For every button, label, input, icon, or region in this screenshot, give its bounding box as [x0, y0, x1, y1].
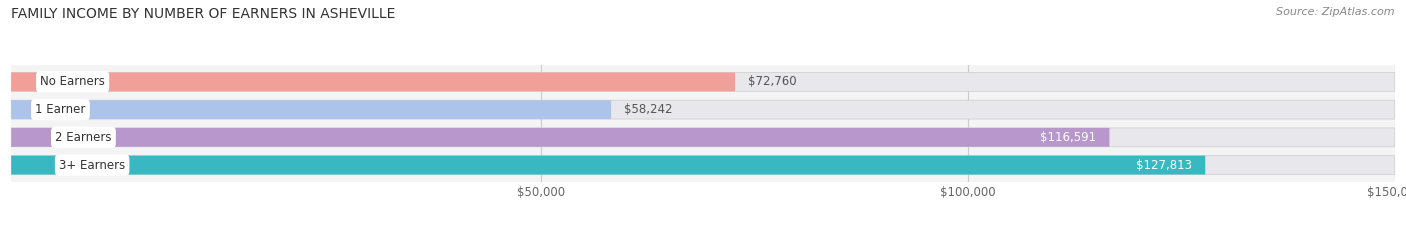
Text: $72,760: $72,760 [748, 75, 797, 88]
Text: No Earners: No Earners [41, 75, 105, 88]
FancyBboxPatch shape [11, 100, 1395, 119]
FancyBboxPatch shape [11, 72, 735, 91]
Text: 1 Earner: 1 Earner [35, 103, 86, 116]
Text: $127,813: $127,813 [1136, 159, 1192, 171]
FancyBboxPatch shape [11, 128, 1109, 147]
FancyBboxPatch shape [11, 128, 1395, 147]
FancyBboxPatch shape [11, 156, 1205, 175]
Text: 3+ Earners: 3+ Earners [59, 159, 125, 171]
FancyBboxPatch shape [11, 72, 1395, 91]
Text: Source: ZipAtlas.com: Source: ZipAtlas.com [1277, 7, 1395, 17]
Text: $116,591: $116,591 [1040, 131, 1097, 144]
FancyBboxPatch shape [11, 156, 1395, 175]
Text: $58,242: $58,242 [624, 103, 672, 116]
FancyBboxPatch shape [11, 100, 612, 119]
Text: 2 Earners: 2 Earners [55, 131, 111, 144]
Text: FAMILY INCOME BY NUMBER OF EARNERS IN ASHEVILLE: FAMILY INCOME BY NUMBER OF EARNERS IN AS… [11, 7, 395, 21]
